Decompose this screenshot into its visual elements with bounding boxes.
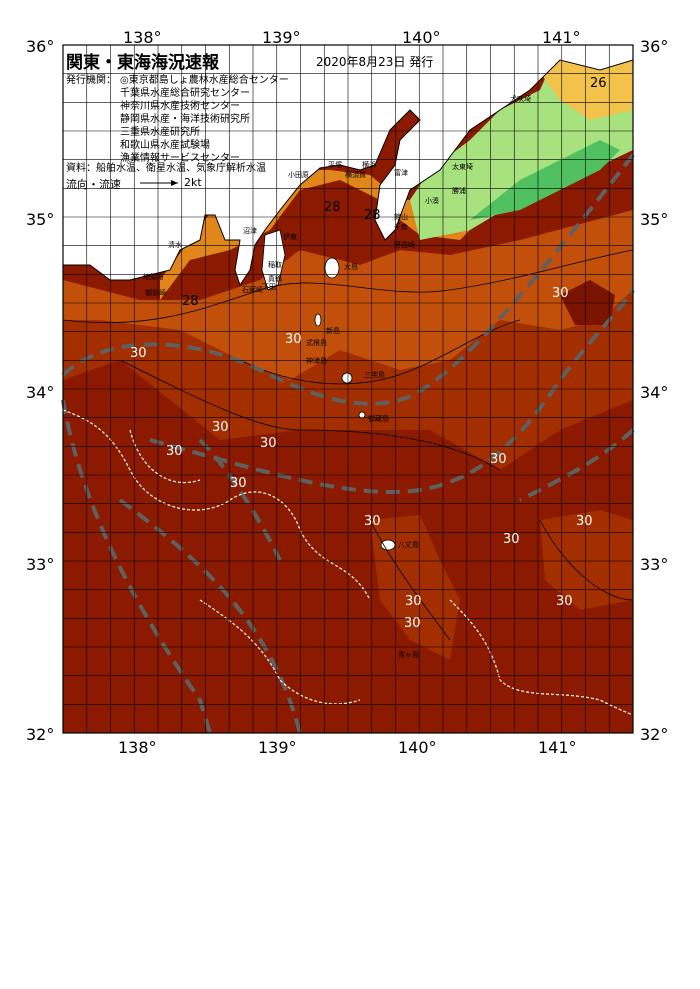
southeast-area [540,510,633,610]
lat-label-right: 35° [640,210,669,229]
place-name: 太東埼 [452,163,473,171]
data-boundary [62,409,634,716]
lon-label-bottom: 139° [258,738,297,757]
place-name: 野島崎 [394,241,415,249]
contour-label: 30 [364,514,381,529]
izu-peninsula [261,229,286,291]
place-name: 式根島 [306,339,327,347]
place-name: 沼津 [243,227,257,235]
place-name: 富津 [394,169,408,177]
issue-date: 2020年8月23日 発行 [316,55,434,69]
place-name: 青ヶ島 [398,651,419,659]
kuroshio-current [61,153,635,734]
flow-scale-label: 2kt [184,176,202,189]
place-name: 小湊 [425,197,439,205]
lon-label-bottom: 141° [538,738,577,757]
agency-item: 静岡県水産・海洋技術研究所 [120,114,250,125]
place-name: 伊東 [283,233,297,241]
lat-label-left: 33° [26,555,55,574]
flow-arrow-icon [140,180,178,186]
place-name: 神津島 [306,357,327,365]
lat-label-left: 35° [26,210,55,229]
place-name: 小田原 [288,171,309,179]
data-sources: 資料：船舶水温、衛星水温、気象庁解析水温 [66,163,266,174]
place-name: 石廊崎 [242,286,263,294]
oshima-island [324,257,340,279]
place-name: 勝浦 [452,187,466,195]
contour-label: 30 [212,420,229,435]
agency-item: 和歌山県水産試験場 [120,140,210,151]
lat-label-right: 32° [640,725,669,744]
lat-lon-grid [63,45,633,733]
place-name: 館山 [394,213,408,221]
lat-label-right: 34° [640,383,669,402]
place-name: 三宅島 [364,371,385,379]
lon-label-top: 139° [262,28,301,47]
place-name: 横浜 [362,161,376,169]
contour-label: 30 [503,532,520,547]
contour-label: 30 [576,514,593,529]
place-name: 清水 [168,241,182,249]
place-name: 犬吠埼 [510,95,531,103]
hachijojima-island [380,539,396,551]
lon-label-bottom: 138° [118,738,157,757]
contour-label: 28 [364,208,381,223]
lon-label-top: 141° [542,28,581,47]
lat-label-left: 34° [26,383,55,402]
contour-label: 30 [490,452,507,467]
miyakejima-island [341,372,353,384]
publisher-label: 発行機関： [66,75,116,86]
place-name: 平塚 [328,161,342,169]
place-name: 千倉 [394,223,408,231]
contour-label: 28 [324,200,341,215]
lat-label-left: 32° [26,725,55,744]
lon-label-bottom: 140° [398,738,437,757]
agency-item: ◎東京都島しょ農林水産総合センター [120,75,289,86]
place-name: 横須賀 [345,171,366,179]
mikurajima-island [358,411,366,419]
niijima-island [314,313,322,327]
place-name: 御蔵島 [368,415,389,423]
place-name: 真鶴 [268,275,282,283]
lat-label-right: 33° [640,555,669,574]
contour-label: 30 [405,594,422,609]
contour-label: 30 [285,332,302,347]
place-name: 稲取 [268,261,282,269]
flow-legend-label: 流向・流速 [66,178,121,191]
agency-item: 三重県水産研究所 [120,127,200,138]
agency-item: 漁業情報サービスセンター [120,153,240,164]
place-name: 下田 [262,283,276,291]
contour-label: 30 [552,286,569,301]
contour-label: 30 [260,436,277,451]
place-name: 御前崎 [145,289,166,297]
map-title: 関東・東海海況速報 [66,53,219,73]
warm-eddy [560,280,615,325]
contour-label: 30 [556,594,573,609]
lon-label-top: 138° [123,28,162,47]
contour-label: 30 [404,616,421,631]
header-bar: 関東・東海海況速報 2020年8月23日 発行 [66,48,626,73]
contour-label: 26 [590,76,607,91]
contour-label: 30 [166,444,183,459]
agency-item: 神奈川県水産技術センター [120,101,240,112]
green-water [470,140,620,220]
isotherm-lines [62,249,634,641]
lat-label-left: 36° [26,37,55,56]
contour-label: 28 [182,294,199,309]
contour-label: 30 [130,346,147,361]
lat-label-right: 36° [640,37,669,56]
place-name: 大島 [344,263,358,271]
place-name: 地頭方 [143,273,164,281]
agency-item: 千葉県水産総合研究センター [120,88,250,99]
lon-label-top: 140° [402,28,441,47]
publisher-list: ◎東京都島しょ農林水産総合センター 千葉県水産総合研究センター 神奈川県水産技術… [120,74,289,165]
map-frame [62,44,634,734]
contour-label: 30 [230,476,247,491]
place-name: 新島 [326,327,340,335]
place-name: 八丈島 [398,541,419,549]
